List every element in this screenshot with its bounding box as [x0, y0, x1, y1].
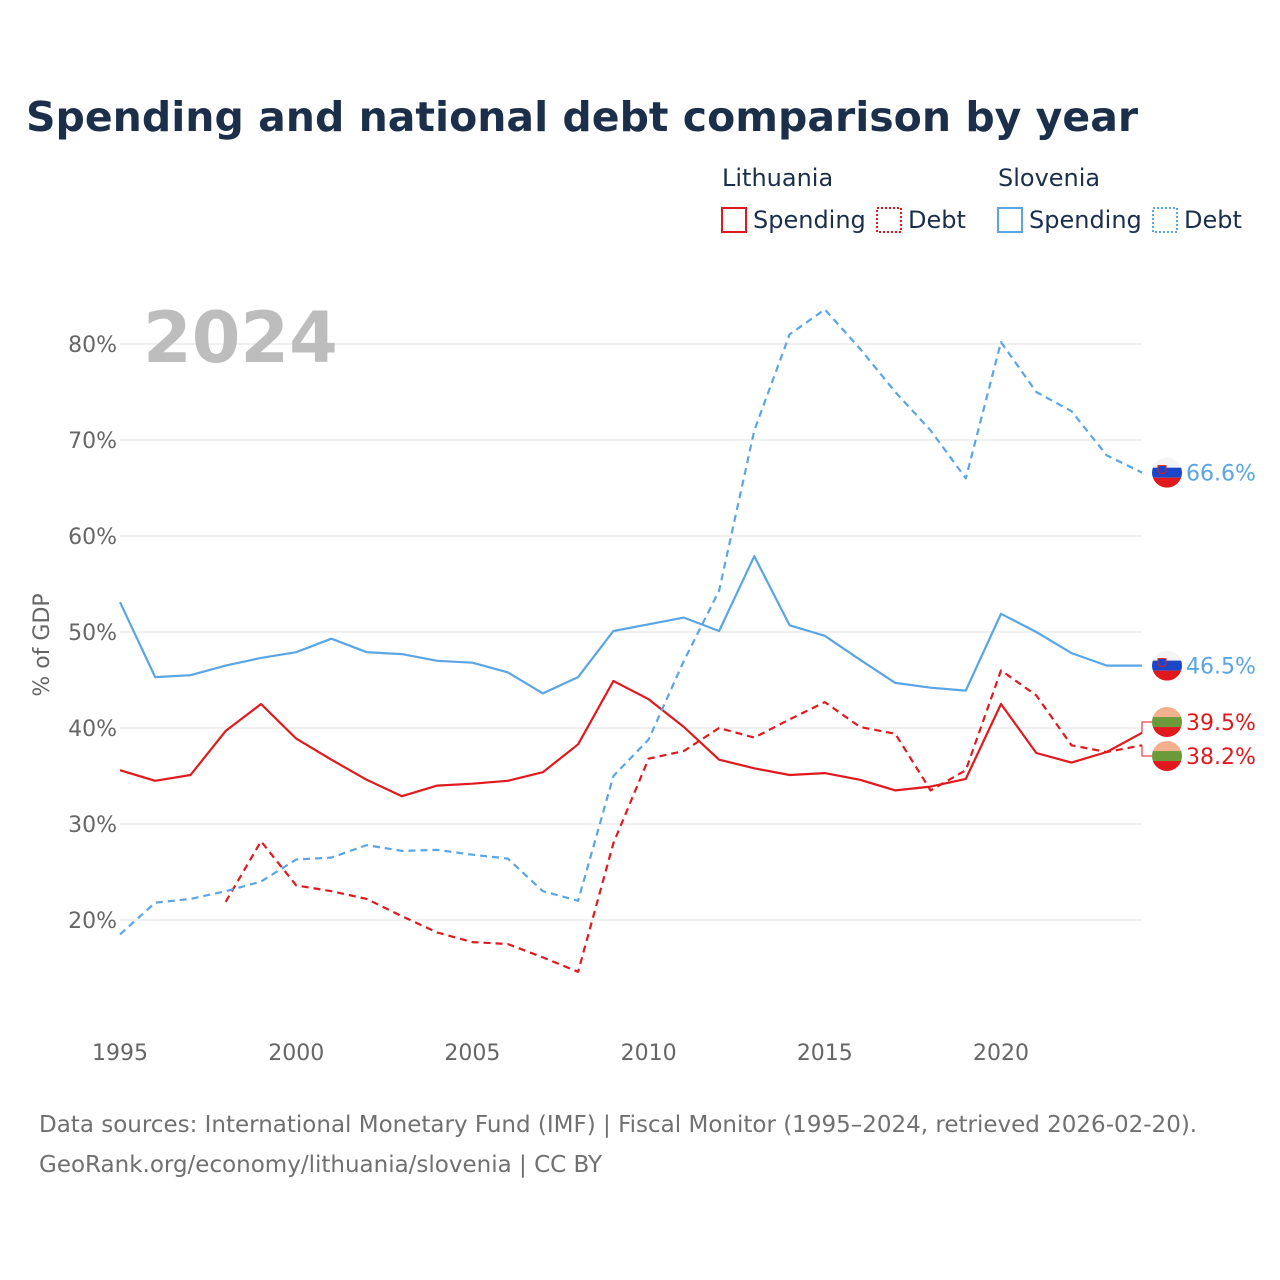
series-line-lithuania-debt — [224, 669, 1143, 973]
end-markers: 66.6% 46.5% 39.5% 38.2% — [1141, 457, 1256, 772]
lithuania-flag-icon — [1152, 741, 1182, 772]
footer-sources: Data sources: International Monetary Fun… — [39, 1112, 1197, 1138]
end-label-connector — [1141, 721, 1152, 733]
slovenia-flag-icon — [1152, 650, 1182, 681]
y-tick-label: 50% — [68, 621, 117, 646]
x-tick-label: 1995 — [92, 1041, 148, 1066]
y-tick-label: 60% — [68, 525, 117, 550]
legend-swatch-slovenia-debt — [1152, 207, 1178, 233]
lithuania-flag-icon — [1152, 707, 1182, 738]
y-axis-ticks: 20% 30% 40% 50% 60% 70% 80% — [68, 333, 117, 934]
y-tick-label: 70% — [68, 429, 117, 454]
end-label-lithuania-debt: 38.2% — [1186, 745, 1256, 770]
end-label-slovenia-spending: 46.5% — [1186, 655, 1256, 680]
footer-attribution: GeoRank.org/economy/lithuania/slovenia |… — [39, 1152, 603, 1178]
legend-swatch-lithuania-spending — [721, 207, 747, 233]
x-axis-ticks: 1995 2000 2005 2010 2015 2020 — [92, 1041, 1029, 1066]
series-lines — [119, 308, 1143, 973]
y-tick-label: 40% — [68, 717, 117, 742]
legend-swatch-slovenia-spending — [997, 207, 1023, 233]
legend-swatch-lithuania-debt — [876, 207, 902, 233]
chart-title: Spending and national debt comparison by… — [26, 93, 1139, 141]
end-label-slovenia-debt: 66.6% — [1186, 462, 1256, 487]
slovenia-flag-icon — [1152, 457, 1182, 488]
year-watermark: 2024 — [143, 297, 338, 379]
legend-label-lithuania-debt: Debt — [908, 206, 966, 234]
legend-group-slovenia: Slovenia — [998, 164, 1100, 192]
y-tick-label: 30% — [68, 813, 117, 838]
legend-group-lithuania: Lithuania — [722, 164, 833, 192]
y-tick-label: 20% — [68, 909, 117, 934]
y-tick-label: 80% — [68, 333, 117, 358]
legend-label-slovenia-spending: Spending — [1029, 206, 1142, 234]
series-line-slovenia-spending — [119, 555, 1142, 695]
x-tick-label: 2020 — [973, 1041, 1029, 1066]
gridlines — [120, 343, 1142, 921]
series-line-lithuania-spending — [119, 679, 1143, 798]
x-tick-label: 2015 — [797, 1041, 853, 1066]
x-tick-label: 2010 — [621, 1041, 677, 1066]
y-axis-label: % of GDP — [30, 593, 55, 696]
end-label-connector — [1141, 745, 1152, 757]
end-label-lithuania-spending: 39.5% — [1186, 711, 1256, 736]
series-line-slovenia-debt — [119, 308, 1143, 936]
legend: Lithuania Slovenia Spending Debt Spendin… — [721, 164, 1242, 234]
legend-label-lithuania-spending: Spending — [753, 206, 866, 234]
x-tick-label: 2005 — [444, 1041, 500, 1066]
x-tick-label: 2000 — [268, 1041, 324, 1066]
legend-label-slovenia-debt: Debt — [1184, 206, 1242, 234]
